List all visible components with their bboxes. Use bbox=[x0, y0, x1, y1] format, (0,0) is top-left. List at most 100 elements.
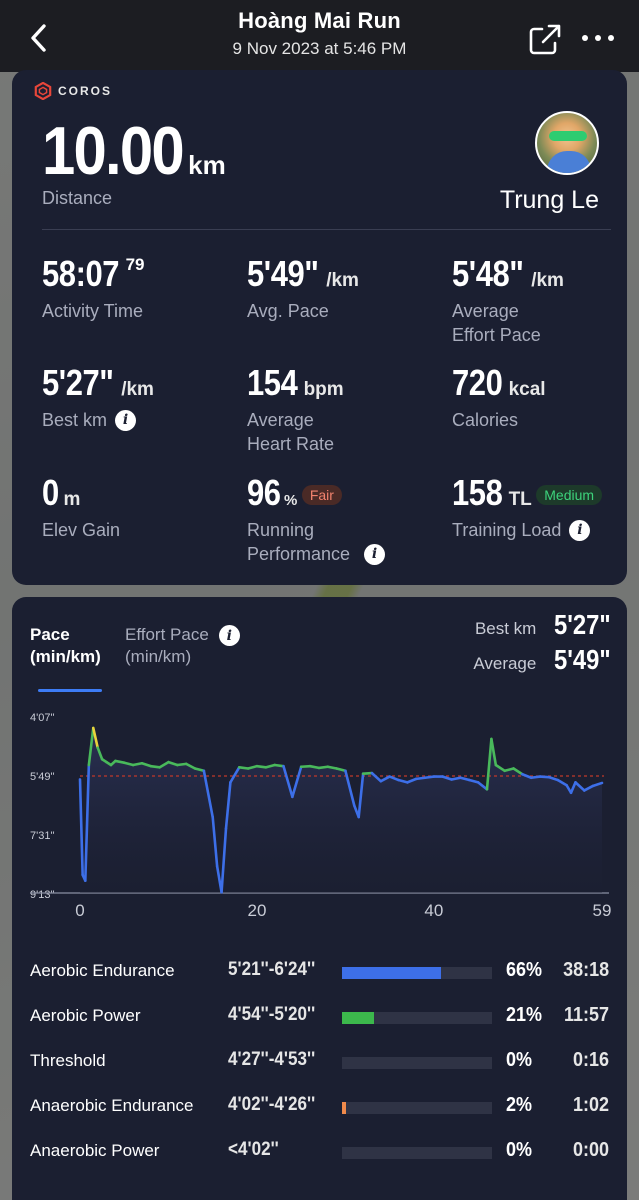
pace-line-segment bbox=[299, 764, 312, 769]
best-km-value: 5'27" bbox=[554, 609, 611, 640]
zone-percent: 21% bbox=[506, 1004, 543, 1026]
stat-value: 158 bbox=[452, 472, 503, 513]
zone-range: <4'02'' bbox=[228, 1139, 279, 1160]
zone-duration: 11:57 bbox=[563, 1004, 609, 1026]
pace-chart[interactable]: 4'07'' 5'49'' 7'31'' 9'13'' 0 20 40 59 bbox=[12, 697, 627, 937]
back-button[interactable] bbox=[24, 20, 54, 56]
pace-line-segment bbox=[326, 765, 338, 770]
tab-label: Effort Pace bbox=[125, 625, 209, 644]
pace-line-segment bbox=[229, 766, 241, 784]
pace-line-segment bbox=[547, 775, 560, 782]
stat-effort-pace: 5'48" /km Average Effort Pace bbox=[452, 253, 564, 347]
pace-line-segment bbox=[317, 765, 330, 770]
activity-title: Hoàng Mai Run bbox=[238, 8, 401, 33]
dot-icon bbox=[582, 35, 588, 41]
brand-logo: COROS bbox=[34, 82, 112, 100]
pace-line-segment bbox=[574, 781, 586, 792]
pace-line-segment bbox=[441, 775, 453, 781]
info-icon[interactable]: i bbox=[364, 543, 386, 565]
pace-line-segment bbox=[140, 761, 153, 768]
pace-line-segment bbox=[361, 771, 374, 775]
tab-pace[interactable]: Pace (min/km) bbox=[30, 624, 101, 668]
chevron-left-icon bbox=[31, 24, 46, 52]
stat-unit: kcal bbox=[508, 379, 546, 400]
stat-value: 5'48" bbox=[452, 253, 524, 294]
stat-label: Best km bbox=[42, 410, 108, 430]
zone-bar-track bbox=[342, 1102, 492, 1114]
best-km-summary: Best km 5'27" bbox=[475, 609, 611, 641]
status-badge: Fair bbox=[301, 484, 342, 505]
coros-logo-icon bbox=[34, 82, 52, 100]
zone-duration: 1:02 bbox=[572, 1094, 609, 1116]
pace-line-segment bbox=[84, 763, 91, 882]
pace-line-segment bbox=[556, 778, 568, 787]
stat-unit: % bbox=[284, 492, 298, 509]
pace-line-segment bbox=[379, 775, 391, 783]
stat-value: 5'27" bbox=[42, 362, 114, 403]
stat-value: 720 bbox=[452, 362, 503, 403]
stat-label: Activity Time bbox=[42, 301, 144, 321]
pace-line-segment bbox=[538, 775, 551, 779]
pace-line-segment bbox=[476, 781, 489, 791]
pace-line-segment bbox=[167, 760, 179, 767]
pace-line-segment bbox=[423, 775, 436, 780]
title-block: Hoàng Mai Run 9 Nov 2023 at 5:46 PM bbox=[0, 8, 639, 59]
tab-effort-pace[interactable]: Effort Pace (min/km) i bbox=[125, 624, 240, 668]
y-tick-label: 4'07'' bbox=[30, 712, 55, 724]
pace-chart-card: Pace (min/km) Effort Pace (min/km) i Bes… bbox=[12, 597, 627, 1200]
zone-percent: 0% bbox=[506, 1049, 533, 1071]
dot-icon bbox=[595, 35, 601, 41]
pace-line-segment bbox=[149, 764, 161, 769]
zone-percent: 66% bbox=[506, 959, 543, 981]
pace-line-segment bbox=[96, 746, 104, 761]
pace-line-segment bbox=[184, 762, 197, 770]
stat-unit: m bbox=[63, 489, 81, 510]
divider bbox=[42, 229, 611, 230]
pace-line-segment bbox=[357, 772, 365, 819]
stat-unit: /km bbox=[531, 270, 564, 291]
stat-label-line: Average bbox=[247, 410, 314, 430]
distance-label: Distance bbox=[42, 188, 113, 208]
info-icon[interactable]: i bbox=[115, 409, 137, 431]
info-icon[interactable]: i bbox=[569, 519, 591, 541]
stat-label: Calories bbox=[452, 410, 519, 430]
pace-line-segment bbox=[344, 769, 356, 807]
info-icon[interactable]: i bbox=[218, 625, 240, 646]
pace-line-segment bbox=[264, 763, 276, 769]
tab-label: Pace bbox=[30, 625, 70, 644]
pace-line-segment bbox=[521, 772, 533, 780]
pace-line-segment bbox=[202, 769, 215, 819]
pace-line-segment bbox=[224, 781, 232, 830]
pace-line-segment bbox=[176, 762, 188, 767]
pace-line-segment bbox=[569, 781, 577, 795]
average-value: 5'49" bbox=[554, 644, 611, 675]
x-tick-label: 0 bbox=[75, 901, 84, 920]
stat-sup: 79 bbox=[125, 255, 145, 274]
avatar[interactable] bbox=[535, 111, 599, 175]
stat-label: Elev Gain bbox=[42, 520, 121, 540]
pace-line-segment bbox=[490, 737, 498, 767]
share-button[interactable] bbox=[528, 22, 564, 56]
dot-icon bbox=[608, 35, 614, 41]
pace-line-segment bbox=[91, 726, 99, 749]
pace-line-segment bbox=[467, 778, 480, 784]
zone-range: 4'54''-5'20'' bbox=[228, 1004, 316, 1025]
pace-line-segment bbox=[450, 776, 462, 781]
stat-avg-pace: 5'49" /km Avg. Pace bbox=[247, 253, 359, 323]
zone-bar-fill bbox=[342, 967, 441, 979]
pace-line-segment bbox=[122, 761, 135, 767]
user-name: Trung Le bbox=[499, 186, 599, 214]
zone-bar-fill bbox=[342, 1012, 374, 1024]
pace-line-segment bbox=[583, 784, 595, 792]
pace-line-segment bbox=[459, 776, 471, 782]
stat-value: 5'49" bbox=[247, 253, 319, 294]
tab-label: (min/km) bbox=[125, 647, 192, 666]
best-km-label: Best km bbox=[474, 619, 537, 638]
more-options-button[interactable] bbox=[582, 28, 614, 48]
stat-unit: TL bbox=[508, 489, 532, 510]
stat-label: Avg. Pace bbox=[247, 301, 329, 321]
stat-label: Training Load bbox=[452, 520, 562, 540]
zone-row: Anaerobic Endurance 4'02''-4'26'' 2% 1:02 bbox=[12, 1092, 627, 1122]
zone-bar-track bbox=[342, 1147, 492, 1159]
